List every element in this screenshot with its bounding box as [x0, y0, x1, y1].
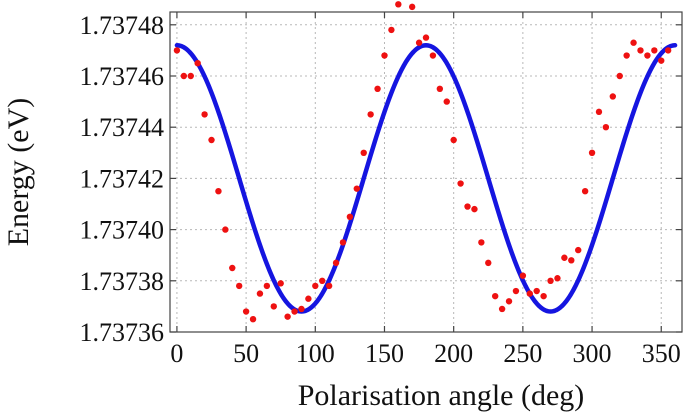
data-point [602, 124, 610, 131]
data-point [609, 93, 617, 100]
y-tick-label: 1.73742 [80, 164, 165, 193]
grid [170, 12, 682, 333]
x-tick-label: 200 [434, 339, 473, 368]
data-point [547, 277, 554, 284]
data-point [664, 47, 672, 54]
fit-layer [174, 43, 678, 314]
data-point [235, 282, 243, 290]
data-point [408, 3, 416, 11]
data-point [277, 280, 284, 287]
data-point [312, 282, 319, 290]
data-point [491, 292, 499, 300]
data-point [533, 287, 540, 295]
data-point [658, 57, 665, 64]
x-tick-label: 250 [503, 339, 542, 368]
data-point [443, 98, 450, 105]
data-point [270, 303, 277, 310]
plot-frame [169, 11, 683, 333]
fit-curve [174, 43, 678, 314]
data-point [208, 136, 215, 144]
data-point [450, 136, 457, 144]
data-point [595, 108, 603, 116]
data-point [568, 257, 575, 264]
data-point [319, 277, 326, 284]
data-point [637, 47, 644, 54]
y-axis-title: Energy (eV) [2, 98, 35, 247]
data-point [581, 188, 589, 195]
y-tick-label: 1.73748 [80, 11, 165, 40]
data-point [346, 213, 354, 220]
data-point [332, 259, 340, 267]
data-point [644, 52, 651, 59]
data-point [215, 188, 222, 195]
data-point [187, 72, 194, 80]
axis-ticks [170, 12, 682, 333]
data-point [180, 72, 188, 80]
x-tick-labels: 0 50 100 150 200 250 300 350 [170, 339, 680, 368]
data-point [512, 287, 520, 295]
data-point [505, 298, 513, 305]
y-tick-labels: 1.73736 1.73738 1.73740 1.73742 1.73744 1.737… [80, 11, 165, 347]
y-tick-label: 1.73736 [80, 318, 165, 347]
x-tick-label: 100 [296, 339, 335, 368]
data-point [485, 259, 492, 267]
data-point [222, 226, 229, 233]
data-point [498, 305, 506, 313]
data-point [478, 239, 485, 246]
data-point [388, 26, 395, 34]
y-tick-label: 1.73740 [80, 216, 165, 245]
data-point [471, 205, 478, 213]
data-point [263, 282, 271, 290]
data-point [284, 313, 291, 320]
data-point [242, 308, 250, 315]
data-point [339, 239, 347, 246]
data-point [422, 34, 430, 41]
data-point [464, 203, 471, 210]
data-point [588, 149, 596, 156]
data-point [526, 290, 533, 297]
data-point [623, 52, 630, 59]
x-tick-label: 50 [233, 339, 259, 368]
data-point [457, 180, 464, 187]
data-point [325, 282, 333, 290]
data-point [381, 52, 388, 59]
data-point [229, 264, 236, 272]
data-point [173, 47, 181, 54]
x-tick-label: 350 [642, 339, 681, 368]
data-point [298, 305, 305, 313]
points-layer [173, 1, 672, 323]
data-point [630, 39, 637, 46]
data-point [374, 85, 381, 93]
x-tick-label: 150 [365, 339, 404, 368]
data-point [395, 1, 402, 8]
data-point [575, 246, 582, 254]
y-tick-label: 1.73738 [80, 267, 165, 296]
data-point [429, 52, 437, 59]
data-point [194, 60, 201, 67]
x-axis-title: Polarisation angle (deg) [298, 379, 585, 412]
data-point [616, 72, 623, 80]
data-point [305, 295, 312, 302]
data-point [249, 316, 257, 323]
data-point [360, 149, 367, 156]
data-point [651, 47, 658, 54]
data-point [201, 111, 208, 118]
x-tick-label: 300 [573, 339, 612, 368]
data-point [554, 275, 561, 282]
data-point [291, 308, 298, 315]
data-point [436, 85, 444, 93]
y-tick-label: 1.73746 [80, 62, 165, 91]
data-point [561, 254, 568, 261]
x-tick-label: 0 [170, 339, 183, 368]
data-point [367, 111, 374, 118]
data-point [256, 290, 264, 297]
data-point [353, 185, 361, 192]
data-point [415, 39, 423, 46]
data-point [519, 272, 527, 279]
data-point [540, 292, 547, 300]
y-tick-label: 1.73744 [80, 113, 165, 142]
